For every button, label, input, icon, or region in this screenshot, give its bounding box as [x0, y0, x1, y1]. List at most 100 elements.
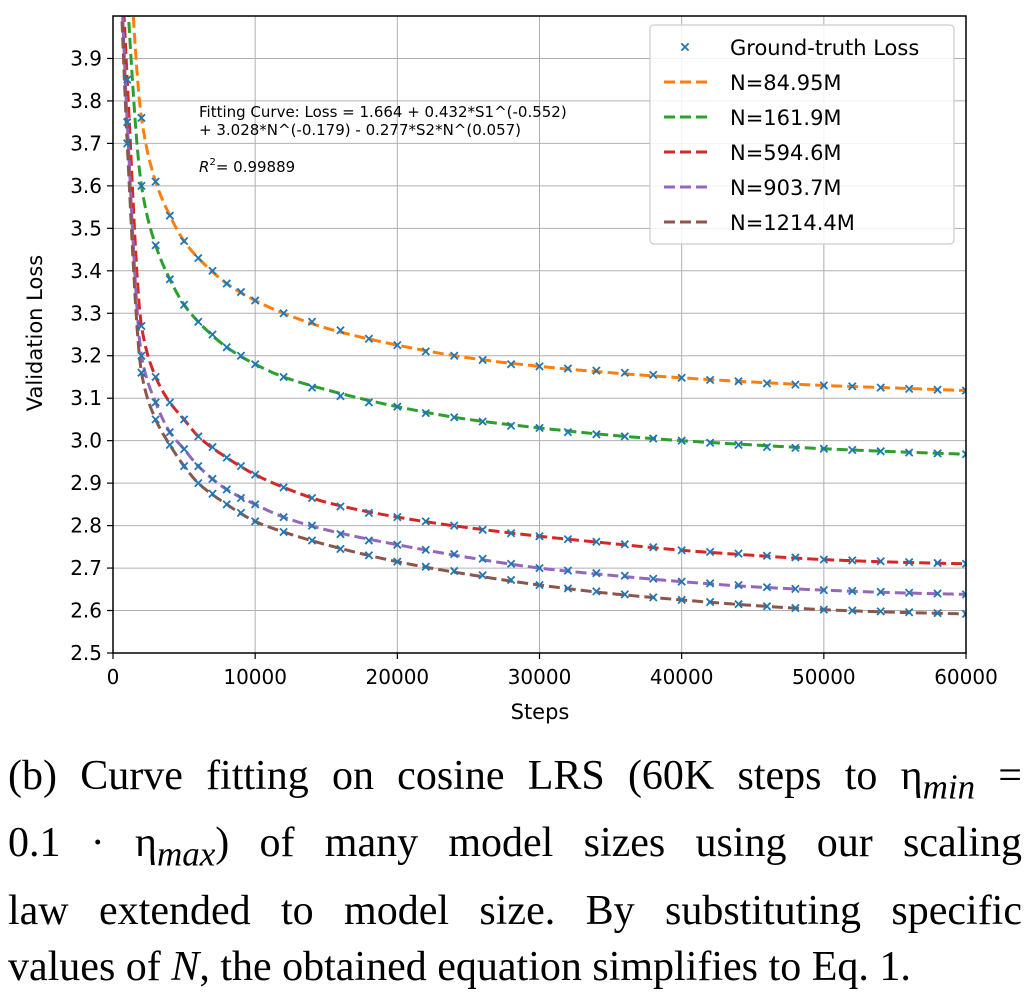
ground-truth-point	[620, 368, 630, 377]
ground-truth-point	[791, 553, 800, 562]
ground-truth-point	[307, 383, 317, 392]
ground-truth-point	[961, 609, 966, 619]
ground-truth-point	[819, 555, 829, 564]
ground-truth-point	[933, 589, 942, 598]
ground-truth-point	[506, 559, 516, 569]
ground-truth-point	[677, 436, 686, 445]
ground-truth-point	[364, 551, 374, 560]
ground-truth-point	[279, 309, 288, 318]
annotation-r2-symbol: R	[199, 158, 209, 176]
ground-truth-point	[535, 531, 544, 541]
ground-truth-point	[791, 443, 800, 453]
ground-truth-point	[137, 113, 146, 123]
ground-truth-point	[222, 453, 231, 462]
ground-truth-point	[791, 603, 800, 613]
ground-truth-point	[165, 211, 175, 220]
ground-truth-point	[421, 347, 431, 356]
ground-truth-markers	[122, 75, 966, 619]
ground-truth-point	[151, 398, 160, 407]
y-tick-label: 3.8	[70, 89, 102, 113]
ground-truth-point	[449, 549, 459, 559]
ground-truth-point	[151, 415, 160, 424]
ground-truth-point	[194, 253, 203, 263]
ground-truth-point	[165, 275, 175, 284]
ground-truth-point	[478, 417, 487, 426]
x-tick-label: 50000	[792, 665, 856, 689]
chart: 0 10000 20000 30000 40000 50000 60000 2.5 2.6 2.7…	[23, 15, 998, 724]
ground-truth-point	[734, 376, 743, 386]
ground-truth-point	[236, 508, 246, 518]
y-tick-label: 3.2	[70, 344, 102, 368]
ground-truth-point	[222, 485, 231, 494]
ground-truth-point	[677, 373, 686, 383]
caption-var-n: N	[171, 943, 200, 990]
ground-truth-point	[734, 599, 743, 609]
ground-truth-point	[250, 359, 260, 369]
ground-truth-point	[122, 117, 132, 127]
ground-truth-point	[307, 317, 317, 326]
ground-truth-point	[208, 489, 217, 498]
legend-label-series-1: N=161.9M	[730, 106, 842, 130]
ground-truth-point	[506, 529, 516, 538]
ground-truth-point	[194, 432, 203, 441]
y-tick-label: 3.5	[70, 216, 102, 240]
ground-truth-point	[620, 590, 630, 599]
ground-truth-point	[250, 470, 260, 479]
ground-truth-point	[279, 372, 288, 382]
ground-truth-point	[904, 588, 914, 597]
ground-truth-point	[904, 557, 914, 567]
y-tick-label: 2.6	[70, 599, 102, 623]
ground-truth-point	[179, 236, 189, 246]
ground-truth-point	[819, 585, 829, 595]
ground-truth-point	[933, 385, 942, 394]
ground-truth-point	[961, 450, 966, 459]
y-axis-label: Validation Loss	[23, 255, 47, 411]
ground-truth-point	[648, 370, 658, 380]
ground-truth-point	[904, 607, 914, 617]
ground-truth-point	[819, 381, 829, 390]
ground-truth-point	[151, 241, 160, 250]
ground-truth-point	[535, 580, 544, 590]
caption-line-1-text: (b) Curve fitting on cosine LRS (60K ste…	[8, 753, 923, 799]
legend-label-ground-truth: Ground-truth Loss	[730, 36, 919, 60]
ground-truth-point	[122, 139, 132, 148]
ground-truth-point	[762, 551, 772, 560]
y-tick-label: 3.0	[70, 429, 102, 453]
ground-truth-point	[137, 368, 146, 377]
ground-truth-point	[876, 383, 885, 392]
caption-line-1-end: =	[975, 753, 1022, 799]
x-tick-label: 30000	[508, 665, 572, 689]
ground-truth-point	[393, 402, 402, 411]
ground-truth-point	[819, 605, 829, 614]
ground-truth-point	[307, 521, 317, 530]
ground-truth-point	[620, 571, 630, 580]
ground-truth-point	[250, 500, 260, 509]
ground-truth-point	[208, 442, 217, 452]
legend-label-series-0: N=84.95M	[730, 71, 842, 95]
y-tick-label: 3.7	[70, 131, 102, 155]
ground-truth-point	[705, 597, 715, 607]
caption-line-4-a: values of	[8, 943, 172, 990]
ground-truth-point	[762, 582, 772, 592]
ground-truth-point	[563, 584, 573, 593]
x-axis-label: Steps	[511, 700, 570, 724]
ground-truth-point	[336, 502, 345, 511]
ground-truth-point	[421, 562, 431, 572]
ground-truth-point	[876, 587, 885, 597]
ground-truth-point	[705, 438, 715, 448]
ground-truth-point	[734, 549, 743, 558]
ground-truth-point	[506, 359, 516, 369]
ground-truth-point	[279, 527, 288, 537]
caption-eta-max-sub: max	[156, 834, 216, 874]
ground-truth-point	[194, 478, 203, 488]
ground-truth-point	[151, 372, 160, 382]
legend-label-series-3: N=903.7M	[730, 176, 842, 200]
ground-truth-point	[563, 427, 573, 437]
caption-eta-min-sub: min	[922, 767, 976, 807]
ground-truth-point	[819, 444, 829, 453]
ground-truth-point	[762, 602, 772, 611]
axis-ticks: 0 10000 20000 30000 40000 50000 60000 2.5 2.6 2.7…	[70, 46, 998, 689]
y-tick-label: 3.4	[70, 259, 102, 283]
ground-truth-point	[563, 364, 573, 373]
ground-truth-point	[791, 380, 800, 389]
